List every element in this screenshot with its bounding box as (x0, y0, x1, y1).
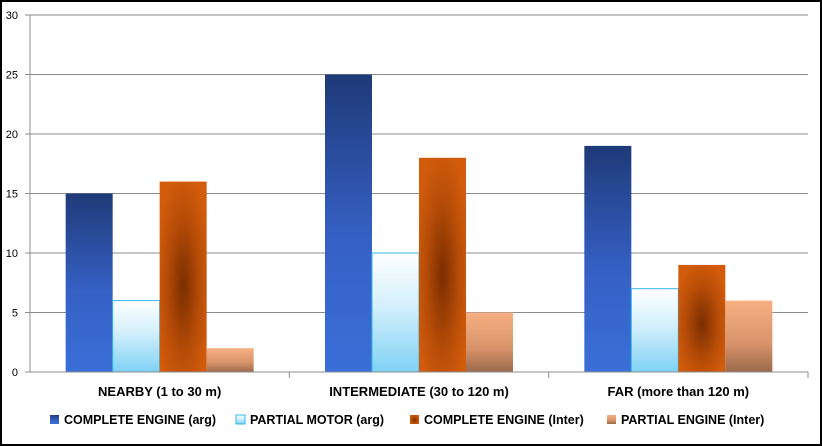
x-category-label: INTERMEDIATE (30 to 120 m) (329, 384, 509, 399)
legend-swatch (607, 415, 616, 424)
axes: 0 5 10 15 20 25 30 NEARBY (1 to 30 m) INTERMEDIA… (6, 10, 809, 399)
y-tick-label: 20 (6, 129, 18, 141)
bar-2-3 (630, 288, 679, 373)
bar-2-2 (371, 252, 420, 373)
bar-3-1 (159, 181, 207, 372)
bar-4-3 (725, 300, 773, 372)
bar-1-1 (65, 193, 113, 372)
legend-label: PARTIAL MOTOR (arg) (250, 413, 384, 427)
bar-1-3 (584, 145, 632, 372)
bar-3-2 (419, 157, 466, 372)
bar-4-1 (206, 348, 254, 372)
bar-3-3 (678, 264, 726, 372)
bars (65, 74, 773, 373)
legend: COMPLETE ENGINE (arg) PARTIAL MOTOR (arg)… (50, 413, 764, 427)
legend-swatch (50, 415, 59, 424)
bar-1-2 (325, 74, 372, 372)
y-tick-label: 25 (6, 70, 18, 82)
legend-swatch (235, 414, 246, 425)
bar-4-2 (466, 312, 513, 372)
legend-swatch (410, 415, 419, 424)
x-category-label: FAR (more than 120 m) (608, 384, 750, 399)
y-tick-label: 15 (6, 189, 18, 201)
legend-label: COMPLETE ENGINE (arg) (64, 413, 216, 427)
legend-label: COMPLETE ENGINE (Inter) (424, 413, 584, 427)
bar-2-1 (112, 300, 161, 373)
y-tick-label: 30 (6, 10, 18, 22)
y-tick-label: 10 (6, 248, 18, 260)
y-tick-label: 0 (12, 367, 18, 379)
x-category-label: NEARBY (1 to 30 m) (98, 384, 221, 399)
legend-label: PARTIAL ENGINE (Inter) (621, 413, 764, 427)
y-tick-label: 5 (12, 308, 18, 320)
